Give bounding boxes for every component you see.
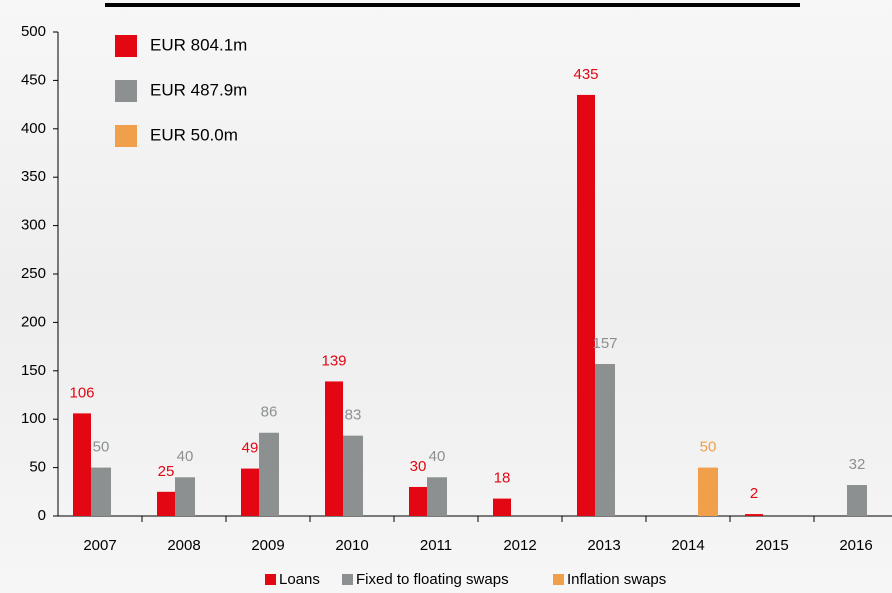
- bar: [343, 436, 363, 516]
- x-tick-label: 2016: [839, 537, 872, 554]
- legend-label: Fixed to floating swaps: [356, 571, 509, 588]
- y-tick-label: 0: [38, 507, 46, 524]
- y-tick-label: 450: [21, 71, 46, 88]
- legend-label: Inflation swaps: [567, 571, 666, 588]
- value-label: 139: [321, 352, 346, 369]
- value-label: 40: [429, 448, 446, 465]
- value-label: 50: [700, 439, 717, 456]
- y-tick-label: 200: [21, 313, 46, 330]
- annotation-swatch: [115, 125, 137, 147]
- bar: [91, 468, 111, 516]
- legend-swatch: [553, 574, 564, 585]
- x-tick-label: 2011: [420, 537, 452, 554]
- value-label: 32: [849, 456, 866, 473]
- x-tick-label: 2009: [251, 537, 284, 554]
- y-tick-label: 50: [29, 459, 46, 476]
- bar: [157, 492, 175, 516]
- x-tick-label: 2010: [335, 537, 368, 554]
- y-tick-label: 250: [21, 265, 46, 282]
- bar: [409, 487, 427, 516]
- x-tick-label: 2014: [671, 537, 704, 554]
- annotation: EUR 804.1m: [150, 35, 247, 54]
- bar: [698, 468, 718, 516]
- bar: [577, 95, 595, 516]
- bar: [427, 477, 447, 516]
- value-label: 49: [242, 440, 259, 457]
- x-tick-label: 2007: [83, 537, 116, 554]
- bar: [73, 413, 91, 516]
- legend-swatch: [342, 574, 353, 585]
- bar: [241, 469, 259, 516]
- chart: 0501001502002503003504004505002007200820…: [0, 0, 892, 593]
- value-label: 40: [177, 448, 194, 465]
- x-tick-label: 2013: [587, 537, 620, 554]
- bar: [325, 381, 343, 516]
- value-label: 30: [410, 458, 427, 475]
- y-tick-label: 350: [21, 168, 46, 185]
- legend-label: Loans: [279, 571, 320, 588]
- value-label: 86: [261, 404, 278, 421]
- legend-swatch: [265, 574, 276, 585]
- bar: [847, 485, 867, 516]
- bar: [493, 499, 511, 516]
- y-tick-label: 150: [21, 362, 46, 379]
- y-tick-label: 500: [21, 23, 46, 40]
- value-label: 25: [158, 463, 175, 480]
- bar: [259, 433, 279, 516]
- y-tick-label: 100: [21, 410, 46, 427]
- bar: [595, 364, 615, 516]
- value-label: 2: [750, 485, 758, 502]
- annotation-swatch: [115, 35, 137, 57]
- value-label: 435: [573, 66, 598, 83]
- annotation: EUR 50.0m: [150, 125, 238, 144]
- value-label: 50: [93, 439, 110, 456]
- y-tick-label: 300: [21, 217, 46, 234]
- y-tick-label: 400: [21, 120, 46, 137]
- annotation: EUR 487.9m: [150, 80, 247, 99]
- x-tick-label: 2008: [167, 537, 200, 554]
- value-label: 157: [592, 335, 617, 352]
- x-tick-label: 2012: [503, 537, 536, 554]
- value-label: 83: [345, 407, 362, 424]
- value-label: 106: [69, 384, 94, 401]
- bar: [745, 514, 763, 516]
- annotation-swatch: [115, 80, 137, 102]
- x-tick-label: 2015: [755, 537, 788, 554]
- value-label: 18: [494, 470, 511, 487]
- bar: [175, 477, 195, 516]
